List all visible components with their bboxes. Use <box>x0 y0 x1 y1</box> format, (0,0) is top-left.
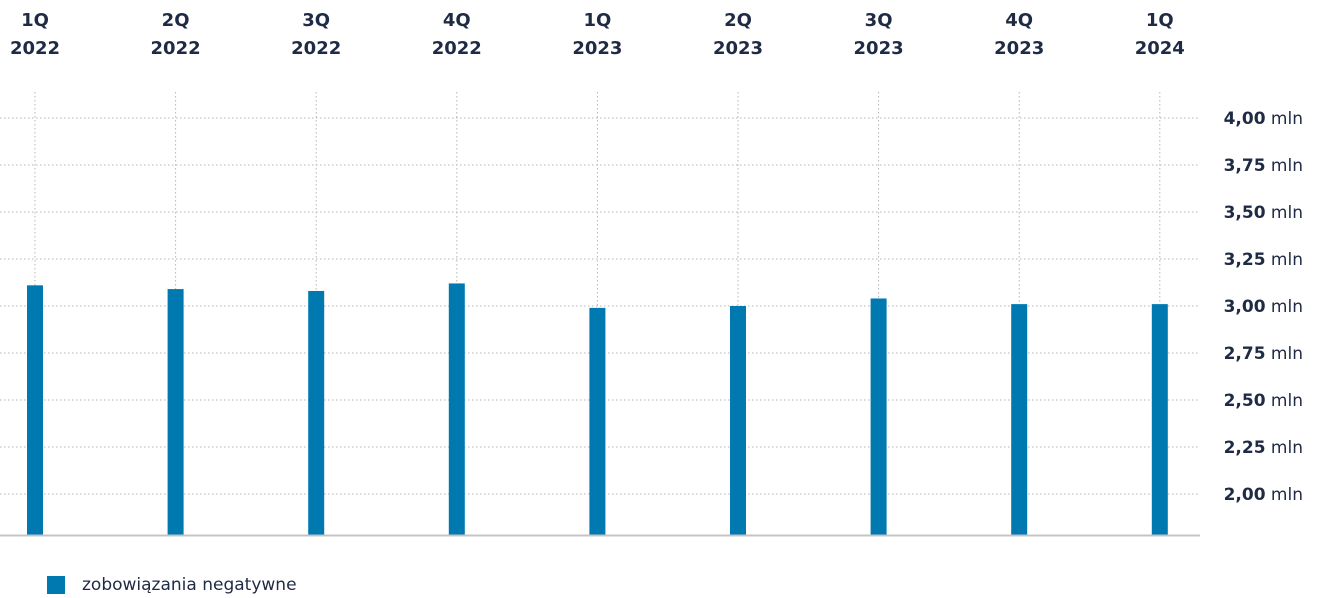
x-tick-label: 2022 <box>291 38 341 59</box>
bar <box>27 285 43 535</box>
x-tick-label: 2023 <box>854 38 904 59</box>
y-tick-label: 2,00 mln <box>1224 485 1303 505</box>
x-tick-label: 1Q <box>1146 10 1174 31</box>
bar-chart: 1Q 2022 2Q 2022 3Q 2022 4Q 2022 1Q 2023 2Q 2023 3Q 20… <box>0 10 1303 537</box>
legend-label: zobowiązania negatywne <box>82 575 297 595</box>
x-tick-label: 3Q <box>302 10 330 31</box>
x-tick-label: 1Q <box>583 10 611 31</box>
y-tick-label: 3,50 mln <box>1224 203 1303 223</box>
x-tick-label: 1Q <box>21 10 49 31</box>
y-tick-label: 3,75 mln <box>1224 156 1303 176</box>
y-tick-label: 4,00 mln <box>1224 109 1303 129</box>
x-tick-label: 2023 <box>572 38 622 59</box>
x-tick-label: 2024 <box>1135 38 1185 59</box>
y-tick-label: 3,25 mln <box>1224 250 1303 270</box>
bar <box>448 283 465 535</box>
bar <box>589 307 606 535</box>
legend: zobowiązania negatywne <box>47 575 297 595</box>
x-tick-label: 3Q <box>865 10 893 31</box>
x-tick-label: 2022 <box>151 38 201 59</box>
legend-swatch <box>47 576 65 594</box>
bar <box>308 290 325 535</box>
bar <box>870 298 887 535</box>
x-tick-label: 2023 <box>994 38 1044 59</box>
x-tick-label: 2Q <box>162 10 190 31</box>
y-tick-label: 3,00 mln <box>1224 297 1303 317</box>
x-tick-label: 2Q <box>724 10 752 31</box>
x-tick-label: 2023 <box>713 38 763 59</box>
y-tick-label: 2,25 mln <box>1224 438 1303 458</box>
bar <box>1011 304 1028 535</box>
x-tick-label: 2022 <box>432 38 482 59</box>
y-tick-label: 2,75 mln <box>1224 344 1303 364</box>
y-tick-label: 2,50 mln <box>1224 391 1303 411</box>
bar <box>167 289 184 535</box>
bar <box>1151 304 1168 535</box>
x-tick-label: 4Q <box>1005 10 1033 31</box>
x-tick-label: 2022 <box>10 38 60 59</box>
bar <box>730 306 746 535</box>
x-tick-label: 4Q <box>443 10 471 31</box>
